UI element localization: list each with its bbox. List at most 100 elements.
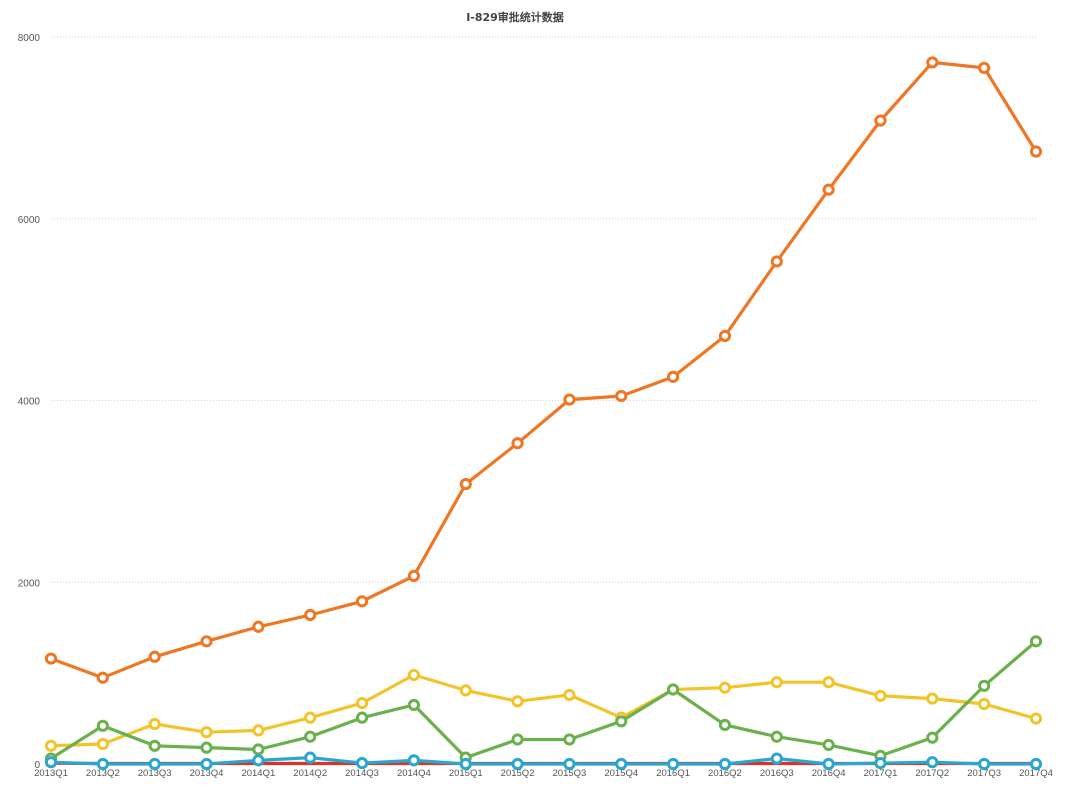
data-point-green-11: [615, 715, 628, 728]
x-tick-label: 2016Q3: [760, 768, 794, 779]
x-axis-ticks: 2013Q1 2013Q2 2013Q3 2013Q4 2014Q1 2014Q2 2014…: [34, 768, 1053, 779]
data-point-blue-13: [718, 757, 732, 771]
data-point-blue-10: [563, 757, 576, 771]
data-point-yellow-2: [148, 717, 161, 731]
data-point-green-9: [511, 733, 524, 746]
data-point-green-7: [407, 698, 420, 712]
data-point-orange-15: [822, 183, 835, 196]
y-tick-label: 2000: [18, 578, 41, 589]
data-point-yellow-9: [511, 695, 524, 708]
x-tick-label: 2015Q1: [449, 768, 483, 779]
y-tick-label: 0: [34, 760, 40, 771]
data-point-orange-5: [304, 608, 317, 622]
data-point-blue-5: [304, 751, 317, 764]
y-tick-label: 6000: [18, 215, 41, 226]
data-point-blue-8: [459, 757, 472, 771]
data-point-blue-4: [252, 754, 265, 767]
series-yellow: [44, 668, 1043, 752]
data-point-blue-18: [978, 757, 991, 771]
series-line-orange: [49, 60, 1038, 680]
x-tick-label: 2014Q3: [345, 768, 379, 779]
x-tick-label: 2017Q1: [864, 768, 898, 779]
series-line-blue: [49, 755, 1038, 766]
data-point-orange-7: [407, 569, 420, 582]
data-point-blue-0: [44, 756, 58, 769]
series-group: [44, 56, 1043, 771]
data-point-orange-14: [770, 255, 783, 268]
data-point-yellow-17: [926, 692, 939, 705]
x-tick-label: 2013Q4: [190, 768, 224, 779]
data-point-green-2: [148, 739, 161, 752]
x-tick-label: 2015Q4: [604, 768, 638, 779]
data-point-green-14: [770, 730, 783, 743]
data-point-yellow-10: [563, 688, 576, 702]
data-point-green-19: [1029, 635, 1043, 648]
data-point-green-5: [304, 730, 317, 743]
x-tick-label: 2013Q1: [34, 768, 68, 779]
data-point-blue-17: [926, 756, 939, 769]
x-tick-label: 2016Q2: [708, 768, 742, 779]
x-tick-label: 2014Q2: [293, 768, 327, 779]
data-point-blue-19: [1029, 757, 1043, 771]
data-point-orange-11: [615, 389, 628, 403]
data-point-orange-18: [978, 61, 991, 74]
series-green: [44, 635, 1043, 765]
data-point-yellow-3: [200, 726, 213, 739]
data-point-blue-15: [822, 757, 835, 771]
data-point-orange-0: [44, 652, 58, 665]
series-orange: [44, 56, 1043, 684]
data-point-yellow-13: [718, 681, 732, 694]
y-axis-ticks: 0 2000 4000 6000 8000: [18, 33, 41, 771]
data-point-yellow-18: [978, 697, 991, 711]
x-tick-label: 2015Q2: [501, 768, 535, 779]
data-point-blue-6: [355, 756, 369, 770]
x-tick-label: 2017Q2: [915, 768, 949, 779]
data-point-green-10: [563, 733, 576, 746]
data-point-green-6: [355, 711, 369, 724]
y-tick-label: 8000: [18, 33, 41, 44]
data-point-green-15: [822, 738, 835, 752]
data-point-orange-19: [1029, 145, 1043, 158]
data-point-orange-9: [511, 437, 524, 450]
gridlines: [51, 36, 1036, 583]
data-point-green-1: [96, 719, 109, 732]
data-point-orange-17: [926, 56, 939, 69]
data-point-blue-16: [874, 756, 887, 770]
data-point-blue-1: [96, 757, 109, 771]
data-point-yellow-0: [44, 739, 58, 752]
x-tick-label: 2013Q2: [86, 768, 120, 779]
data-point-yellow-5: [304, 711, 317, 724]
data-point-orange-6: [355, 595, 369, 608]
data-point-yellow-8: [459, 684, 472, 697]
x-tick-label: 2013Q3: [138, 768, 172, 779]
data-point-green-18: [978, 679, 991, 692]
data-point-orange-10: [563, 393, 576, 406]
data-point-blue-12: [667, 757, 680, 771]
data-point-green-13: [718, 718, 732, 732]
data-point-green-4: [252, 743, 265, 756]
x-tick-label: 2016Q1: [656, 768, 690, 779]
data-point-blue-2: [148, 757, 161, 771]
x-tick-label: 2017Q3: [967, 768, 1001, 779]
x-tick-label: 2016Q4: [812, 768, 846, 779]
data-point-orange-2: [148, 650, 161, 663]
series-blue: [44, 751, 1043, 771]
data-point-orange-13: [718, 329, 732, 343]
data-point-yellow-7: [407, 668, 420, 682]
data-point-blue-14: [770, 752, 783, 765]
data-point-blue-9: [511, 757, 524, 771]
data-point-orange-12: [667, 370, 680, 383]
data-point-green-12: [667, 683, 680, 696]
data-point-green-17: [926, 731, 939, 744]
data-point-orange-8: [459, 478, 472, 491]
data-point-yellow-6: [355, 697, 369, 710]
y-tick-label: 4000: [18, 397, 41, 408]
data-point-yellow-16: [874, 689, 887, 702]
series-line-green: [49, 639, 1038, 761]
x-tick-label: 2015Q3: [553, 768, 587, 779]
data-point-yellow-15: [822, 676, 835, 689]
data-point-orange-16: [874, 114, 887, 127]
x-tick-label: 2014Q1: [241, 768, 275, 779]
data-point-blue-7: [407, 754, 420, 767]
